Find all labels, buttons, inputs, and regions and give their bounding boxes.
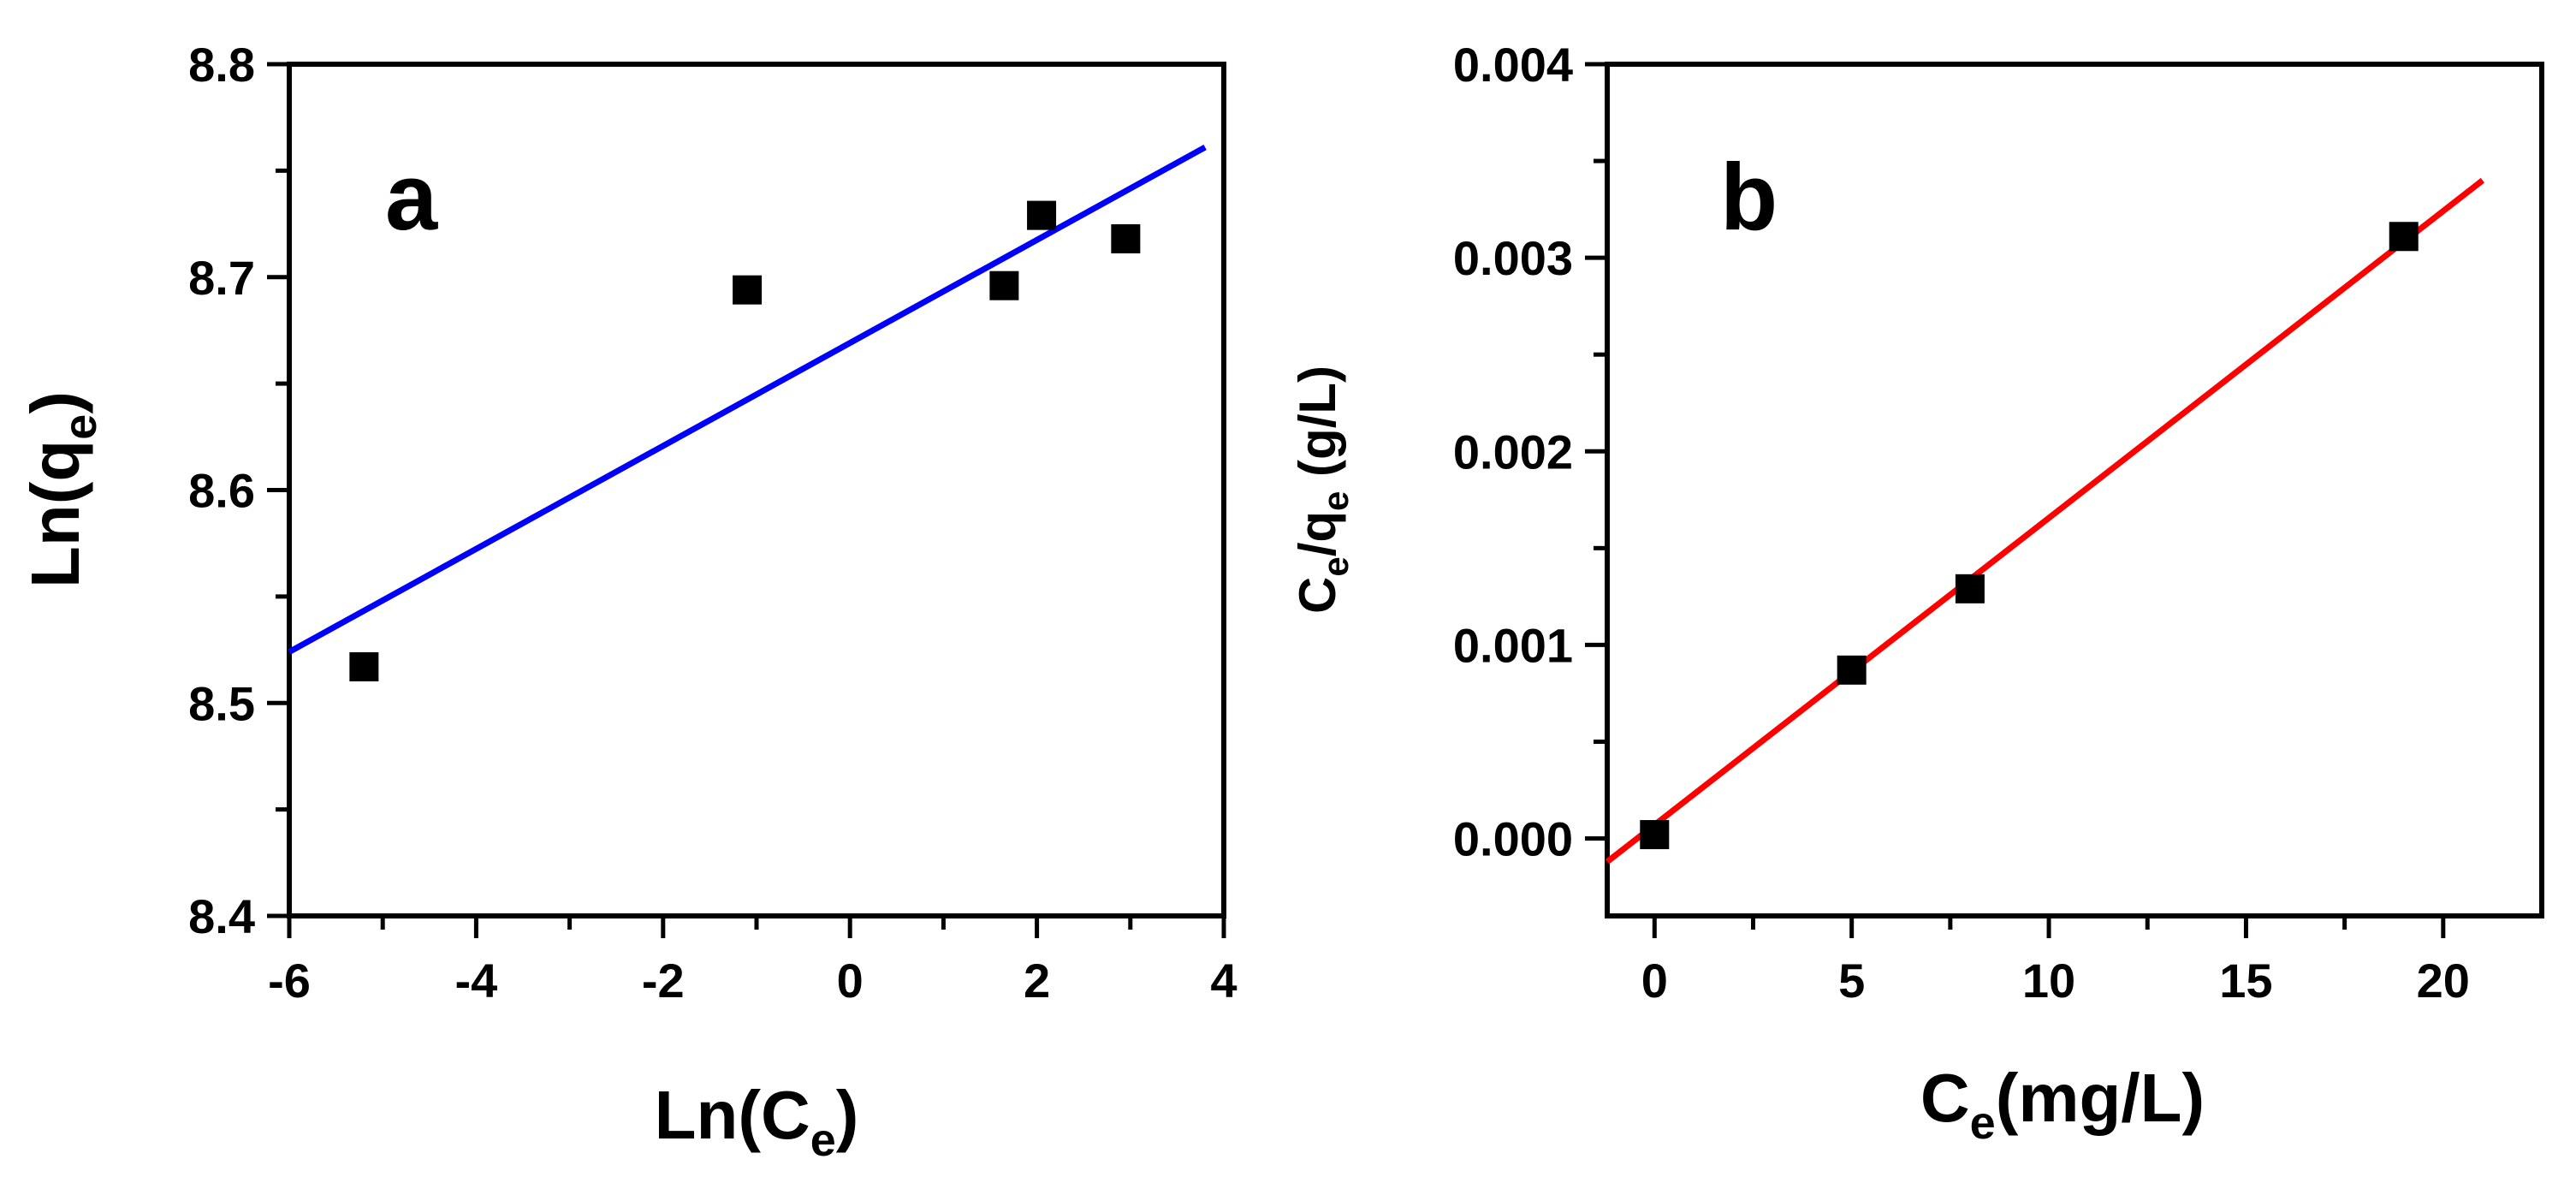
- x-tick-label: 4: [1210, 954, 1237, 1008]
- y-axis-title-a: Ln(qe): [17, 391, 106, 588]
- data-point: [1027, 200, 1057, 230]
- y-tick-label: 0.002: [1453, 425, 1573, 479]
- y-tick-label: 0.004: [1453, 38, 1573, 92]
- data-point: [2389, 222, 2419, 252]
- fit-line: [288, 144, 1207, 655]
- x-tick-label: -2: [642, 954, 685, 1008]
- x-tick-label: 5: [1838, 954, 1865, 1008]
- x-axis-title-b: Ce(mg/L): [1920, 1060, 2205, 1149]
- chart-panel-a: -6 -4 -2 0 2 4 8.4 8.5 8.6 8.7 8.8 a Ln(Ce) Ln(qe): [17, 38, 1238, 1166]
- plot-layer-b: 0 5 10 15 20 0.000 0.001 0.002 0.003 0.004: [1453, 38, 2485, 1008]
- y-tick-label: 8.4: [188, 889, 255, 943]
- data-point: [349, 651, 379, 681]
- y-tick-label: 8.8: [188, 38, 255, 92]
- x-tick-label: -4: [455, 954, 498, 1008]
- y-tick-label: 0.003: [1453, 231, 1573, 285]
- y-tick-label: 8.5: [188, 676, 255, 730]
- plot-area-frame-b: [1605, 62, 2544, 918]
- data-point: [733, 275, 763, 305]
- plot-layer-a: -6 -4 -2 0 2 4 8.4 8.5 8.6 8.7 8.8: [188, 38, 1237, 1008]
- data-point: [989, 270, 1019, 300]
- x-tick-label: 15: [2219, 954, 2272, 1008]
- x-tick-label: 20: [2417, 954, 2470, 1008]
- x-axis-title-a: Ln(Ce): [655, 1077, 859, 1166]
- x-tick-label: 10: [2022, 954, 2075, 1008]
- panel-label-b: b: [1720, 145, 1778, 250]
- data-point: [1111, 223, 1141, 253]
- x-tick-label: -6: [268, 954, 311, 1008]
- x-tick-label: 0: [837, 954, 864, 1008]
- y-tick-label: 8.6: [188, 464, 255, 518]
- y-axis-title-b: Ce/qe (g/L): [1289, 366, 1356, 614]
- panel-label-a: a: [385, 145, 438, 250]
- x-tick-label: 0: [1641, 954, 1668, 1008]
- chart-panel-b: 0 5 10 15 20 0.000 0.001 0.002 0.003 0.004 b Ce(m…: [1289, 38, 2544, 1149]
- y-tick-label: 0.001: [1453, 618, 1573, 672]
- data-point: [1955, 574, 1985, 603]
- y-tick-label: 8.7: [188, 251, 255, 305]
- fit-line: [1605, 177, 2485, 865]
- data-point: [1640, 820, 1670, 850]
- x-tick-label: 2: [1024, 954, 1050, 1008]
- y-tick-label: 0.000: [1453, 812, 1573, 866]
- data-point: [1837, 655, 1867, 685]
